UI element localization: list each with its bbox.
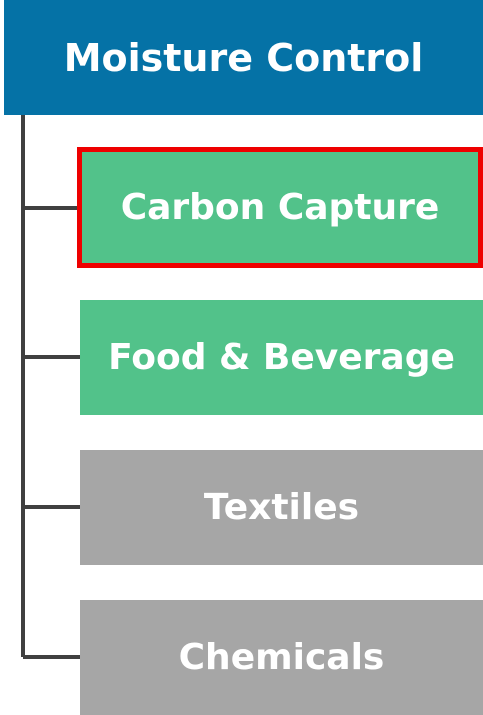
category-item[interactable]: Textiles <box>80 450 483 565</box>
connector-lines <box>21 115 80 659</box>
category-item[interactable]: Food & Beverage <box>80 300 483 415</box>
category-item[interactable]: Chemicals <box>80 600 483 715</box>
category-item[interactable]: Carbon Capture <box>77 147 483 268</box>
header: Moisture Control <box>4 0 483 115</box>
